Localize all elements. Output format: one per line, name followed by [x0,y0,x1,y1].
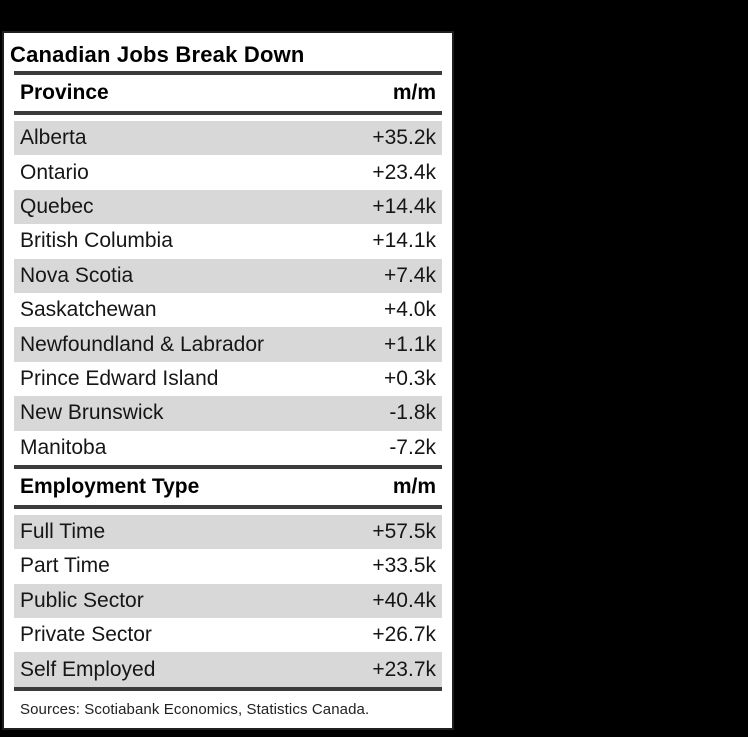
rule-gap [14,508,442,515]
province-header-label: Province [20,81,109,104]
employment-section-header: Employment Type m/m [14,469,442,505]
row-value: +7.4k [384,263,436,287]
table-row-public-sector: Public Sector +40.4k [14,583,442,619]
table-body: Province m/m Alberta +35.2k Ontario +23.… [4,71,452,691]
row-value: +23.4k [372,160,436,184]
row-label: Self Employed [20,657,156,681]
row-value: +33.5k [372,554,436,578]
row-value: +1.1k [384,332,436,356]
row-label: Alberta [20,126,87,150]
row-label: Full Time [20,520,106,544]
row-label: Saskatchewan [20,298,157,322]
bottom-rule [14,686,442,691]
employment-section-top-rule [14,464,442,469]
employment-value-header: m/m [392,474,436,498]
province-value-header: m/m [392,81,436,104]
row-label: Public Sector [20,588,144,612]
table-row-full-time: Full Time +57.5k [14,514,442,550]
table-row-newfoundland-labrador: Newfoundland & Labrador +1.1k [14,327,442,362]
jobs-table-card: Canadian Jobs Break Down Province m/m Al… [2,31,454,730]
province-section-header: Province m/m [14,75,442,111]
table-row-new-brunswick: New Brunswick -1.8k [14,396,442,431]
table-row-self-employed: Self Employed +23.7k [14,652,442,687]
title-rule [14,71,442,75]
row-value: +23.7k [372,657,436,681]
row-label: Prince Edward Island [20,366,219,390]
row-value: -7.2k [389,435,436,459]
table-row-saskatchewan: Saskatchewan +4.0k [14,293,442,327]
row-value: +57.5k [372,520,436,544]
employment-header-rule [14,504,442,509]
table-row-manitoba: Manitoba -7.2k [14,431,442,465]
row-label: New Brunswick [20,401,164,425]
table-row-prince-edward-island: Prince Edward Island +0.3k [14,362,442,396]
table-row-alberta: Alberta +35.2k [14,121,442,156]
employment-header-label: Employment Type [20,474,200,498]
table-row-part-time: Part Time +33.5k [14,549,442,583]
row-value: +0.3k [384,366,436,390]
row-label: Nova Scotia [20,263,134,287]
table-row-quebec: Quebec +14.4k [14,189,442,225]
row-value: +26.7k [372,623,436,647]
sources-note: Sources: Scotiabank Economics, Statistic… [20,700,370,718]
row-value: +40.4k [372,588,436,612]
row-label: Ontario [20,160,89,184]
row-value: -1.8k [389,401,436,425]
table-row-british-columbia: British Columbia +14.1k [14,224,442,258]
row-value: +14.4k [372,194,436,218]
row-label: Quebec [20,194,94,218]
row-label: Manitoba [20,435,107,459]
rule-gap [14,115,442,121]
row-label: Newfoundland & Labrador [20,332,265,356]
table-title: Canadian Jobs Break Down [10,42,305,67]
row-value: +14.1k [372,229,436,253]
table-row-private-sector: Private Sector +26.7k [14,618,442,652]
table-row-ontario: Ontario +23.4k [14,155,442,189]
table-row-nova-scotia: Nova Scotia +7.4k [14,258,442,293]
row-label: Part Time [20,554,110,578]
row-value: +35.2k [372,126,436,150]
province-header-rule [14,111,442,115]
row-label: Private Sector [20,623,152,647]
row-value: +4.0k [384,298,436,322]
row-label: British Columbia [20,229,173,253]
